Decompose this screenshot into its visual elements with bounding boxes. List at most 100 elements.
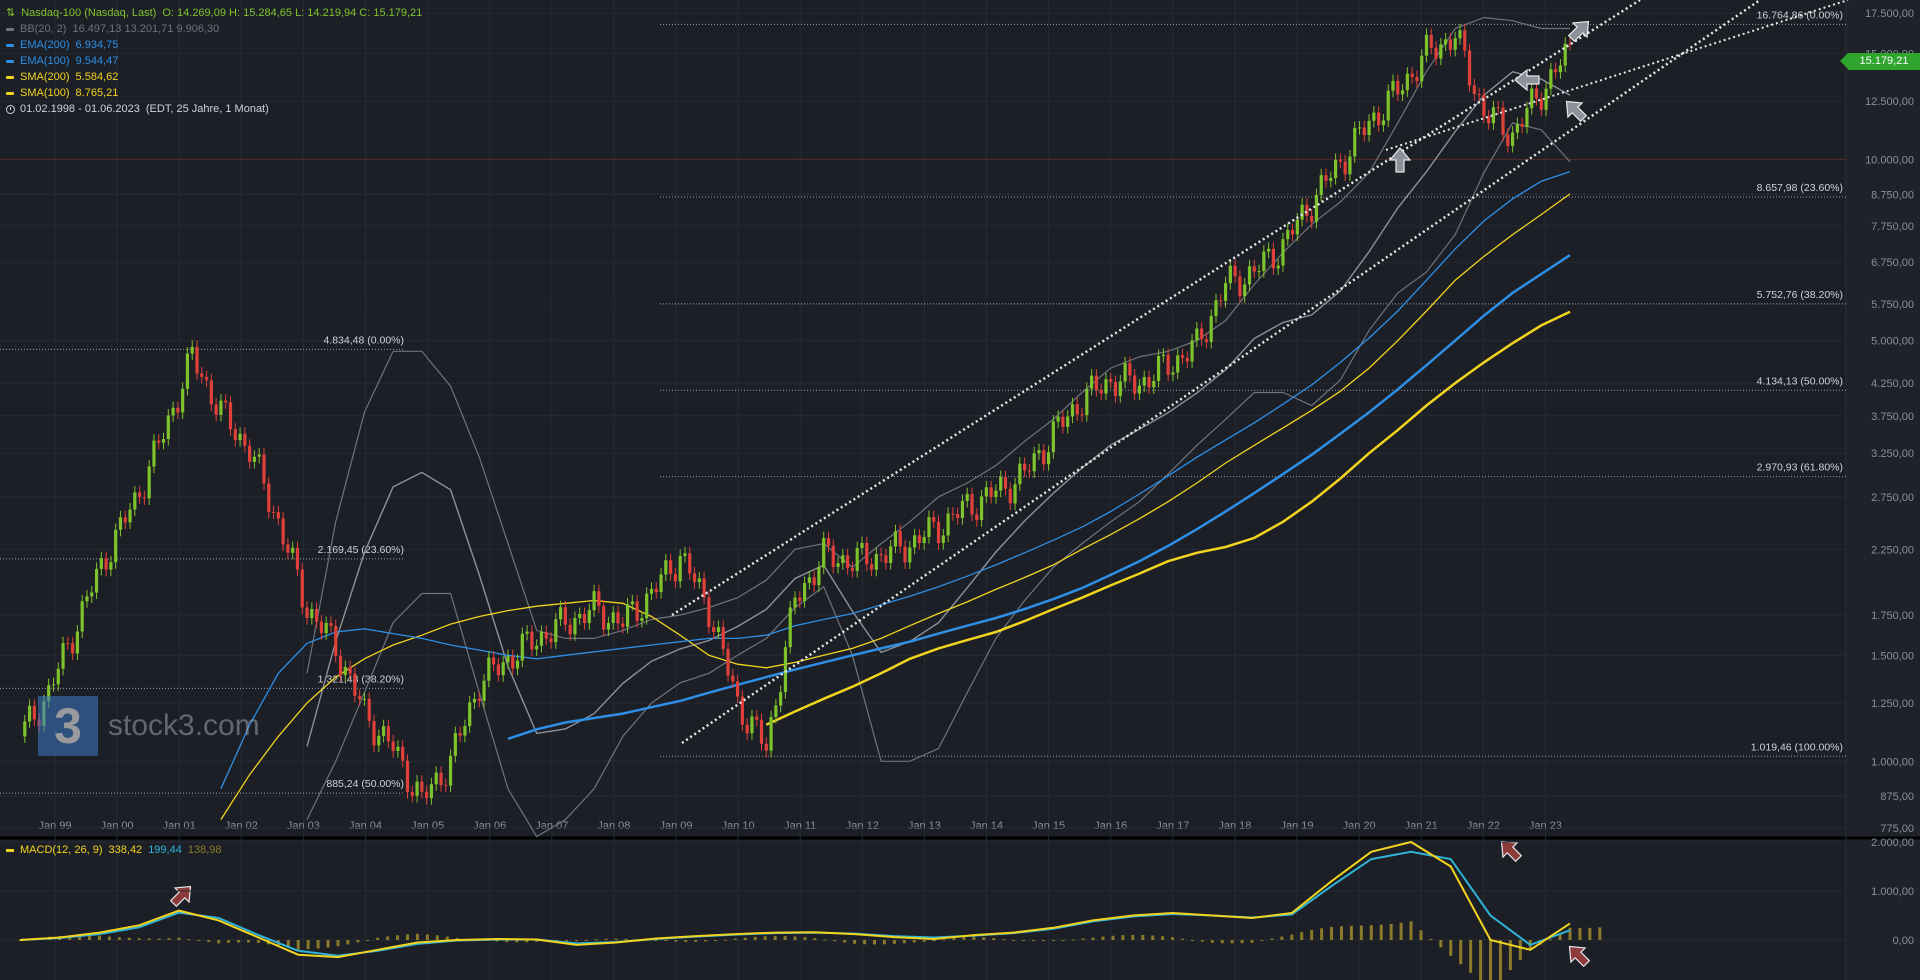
macd-hist-bar (1459, 940, 1463, 965)
candle-body (128, 509, 132, 523)
legend-ema100[interactable]: EMA(100) 9.544,47 (6, 53, 422, 69)
candle-body (118, 517, 123, 530)
candle-body (1066, 416, 1070, 427)
candle-body (444, 785, 448, 787)
candle-body (625, 604, 630, 627)
candle-body (745, 724, 749, 734)
candle-body (1314, 195, 1319, 222)
macd-hist-bar (435, 935, 439, 940)
macd-legend[interactable]: MACD(12, 26, 9) 338,42 199,44 138,98 (6, 844, 228, 856)
candle-body (912, 535, 917, 548)
macd-hist-bar (197, 940, 201, 941)
candle-body (712, 627, 716, 633)
macd-hist-bar (902, 940, 906, 944)
candle-body (396, 746, 400, 752)
x-tick-label: Jan 10 (722, 820, 755, 832)
macd-hist-bar (316, 940, 320, 949)
candle-body (692, 573, 697, 583)
macd-hist-bar (227, 940, 231, 943)
macd-hist-bar (823, 939, 827, 941)
stock3-logo-text: stock3.com (108, 709, 260, 742)
y-axis: 17.500,0015.000,0012.500,0010.000,008.75… (0, 8, 1914, 835)
candle-body (520, 633, 524, 661)
candle-body (898, 531, 902, 547)
candle-body (994, 490, 998, 498)
macd-hist-bar (882, 940, 886, 945)
candle-body (1568, 43, 1572, 45)
candle-body (1506, 134, 1510, 146)
candle-body (377, 735, 381, 746)
candle-body (1295, 219, 1299, 235)
candle-body (286, 544, 290, 553)
x-tick-label: Jan 22 (1467, 820, 1500, 832)
candle-body (903, 546, 907, 563)
macd-hist-bar (584, 940, 588, 941)
y-tick-label: 2.250,00 (1871, 544, 1914, 556)
legend-sma200[interactable]: SMA(200) 5.584,62 (6, 69, 422, 85)
arrow-shape (1568, 945, 1591, 968)
macd-hist-bar (1012, 940, 1016, 941)
candle-body (1137, 385, 1142, 394)
y-tick-label: 2.750,00 (1871, 492, 1914, 504)
macd-hist-bar (495, 940, 499, 942)
candle-body (879, 554, 883, 556)
candle-body (161, 439, 166, 443)
candle-body (1491, 107, 1496, 124)
candlesticks (23, 23, 1572, 805)
candle-body (482, 680, 486, 701)
candle-body (611, 612, 615, 624)
candle-body (649, 588, 654, 594)
macd-hist-bar (1310, 930, 1314, 940)
candle-body (439, 772, 443, 786)
candle-body (1434, 47, 1438, 59)
candle-body (707, 597, 711, 628)
candle-body (1429, 34, 1433, 48)
candle-body (1525, 108, 1529, 127)
candle-body (94, 568, 99, 593)
macd-hist-bar (127, 937, 131, 940)
legend-sma100[interactable]: SMA(100) 8.765,21 (6, 85, 422, 101)
candle-body (597, 591, 601, 607)
candle-body (602, 606, 606, 630)
candle-body (1439, 44, 1443, 59)
x-tick-label: Jan 16 (1094, 820, 1127, 832)
candle-body (702, 578, 706, 598)
candle-body (401, 746, 405, 761)
candle-body (415, 781, 419, 796)
candle-body (549, 638, 553, 643)
candle-body (1319, 175, 1323, 196)
macd-hist-bar (793, 936, 797, 940)
arrow-up-icon (1388, 147, 1412, 173)
candle-body (1080, 414, 1084, 416)
arrow-shape (1388, 147, 1412, 173)
candle-body (492, 657, 496, 665)
x-tick-label: Jan 08 (597, 820, 630, 832)
arrow-shape (1500, 840, 1523, 863)
candle-body (209, 380, 213, 405)
candle-body (774, 705, 778, 718)
macd-hist-bar (912, 940, 916, 943)
candle-body (506, 656, 510, 663)
legend-ema200[interactable]: EMA(200) 6.934,75 (6, 37, 422, 53)
candle-body (592, 591, 596, 611)
candle-body (726, 648, 730, 676)
macd-hist-bar (1111, 935, 1115, 940)
candle-body (224, 400, 228, 403)
arrow-diag-icon (1565, 100, 1588, 123)
legend-bb[interactable]: BB(20, 2) 16.497,13 13.201,71 9.906,30 (6, 21, 422, 37)
candle-body (248, 445, 252, 462)
candle-body (1185, 357, 1189, 362)
candle-body (1228, 265, 1232, 284)
candle-body (228, 402, 233, 430)
candle-body (1563, 43, 1567, 66)
macd-hist-bar (415, 933, 419, 940)
candle-body (951, 513, 955, 515)
candle-body (1013, 484, 1017, 504)
candle-body (1070, 404, 1075, 417)
fib-label-left: 2.169,45 (23.60%) (318, 544, 404, 556)
candle-body (1482, 94, 1486, 117)
candle-body (511, 656, 515, 669)
candle-body (1032, 453, 1036, 472)
macd-hist-bar (1022, 940, 1026, 941)
